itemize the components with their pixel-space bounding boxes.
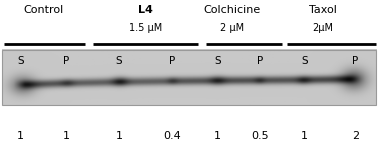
Text: 0.5: 0.5 bbox=[251, 131, 269, 141]
Text: 1: 1 bbox=[17, 131, 24, 141]
Text: S: S bbox=[214, 57, 221, 66]
Text: Colchicine: Colchicine bbox=[204, 5, 261, 15]
Text: 1.5 μM: 1.5 μM bbox=[129, 24, 162, 33]
Text: S: S bbox=[116, 57, 122, 66]
Text: 1: 1 bbox=[116, 131, 122, 141]
Text: 1: 1 bbox=[214, 131, 221, 141]
Text: 0.4: 0.4 bbox=[163, 131, 181, 141]
Text: P: P bbox=[63, 57, 69, 66]
Text: P: P bbox=[257, 57, 263, 66]
Text: Control: Control bbox=[23, 5, 64, 15]
Text: 1: 1 bbox=[63, 131, 70, 141]
Text: 2 μM: 2 μM bbox=[220, 24, 245, 33]
Text: S: S bbox=[301, 57, 308, 66]
Text: L4: L4 bbox=[138, 5, 153, 15]
Text: 1: 1 bbox=[301, 131, 308, 141]
Text: Taxol: Taxol bbox=[309, 5, 337, 15]
Text: S: S bbox=[17, 57, 24, 66]
Bar bbox=[2, 50, 376, 105]
Text: P: P bbox=[169, 57, 175, 66]
Text: P: P bbox=[352, 57, 358, 66]
Text: 2: 2 bbox=[352, 131, 359, 141]
Text: 2μM: 2μM bbox=[313, 24, 334, 33]
